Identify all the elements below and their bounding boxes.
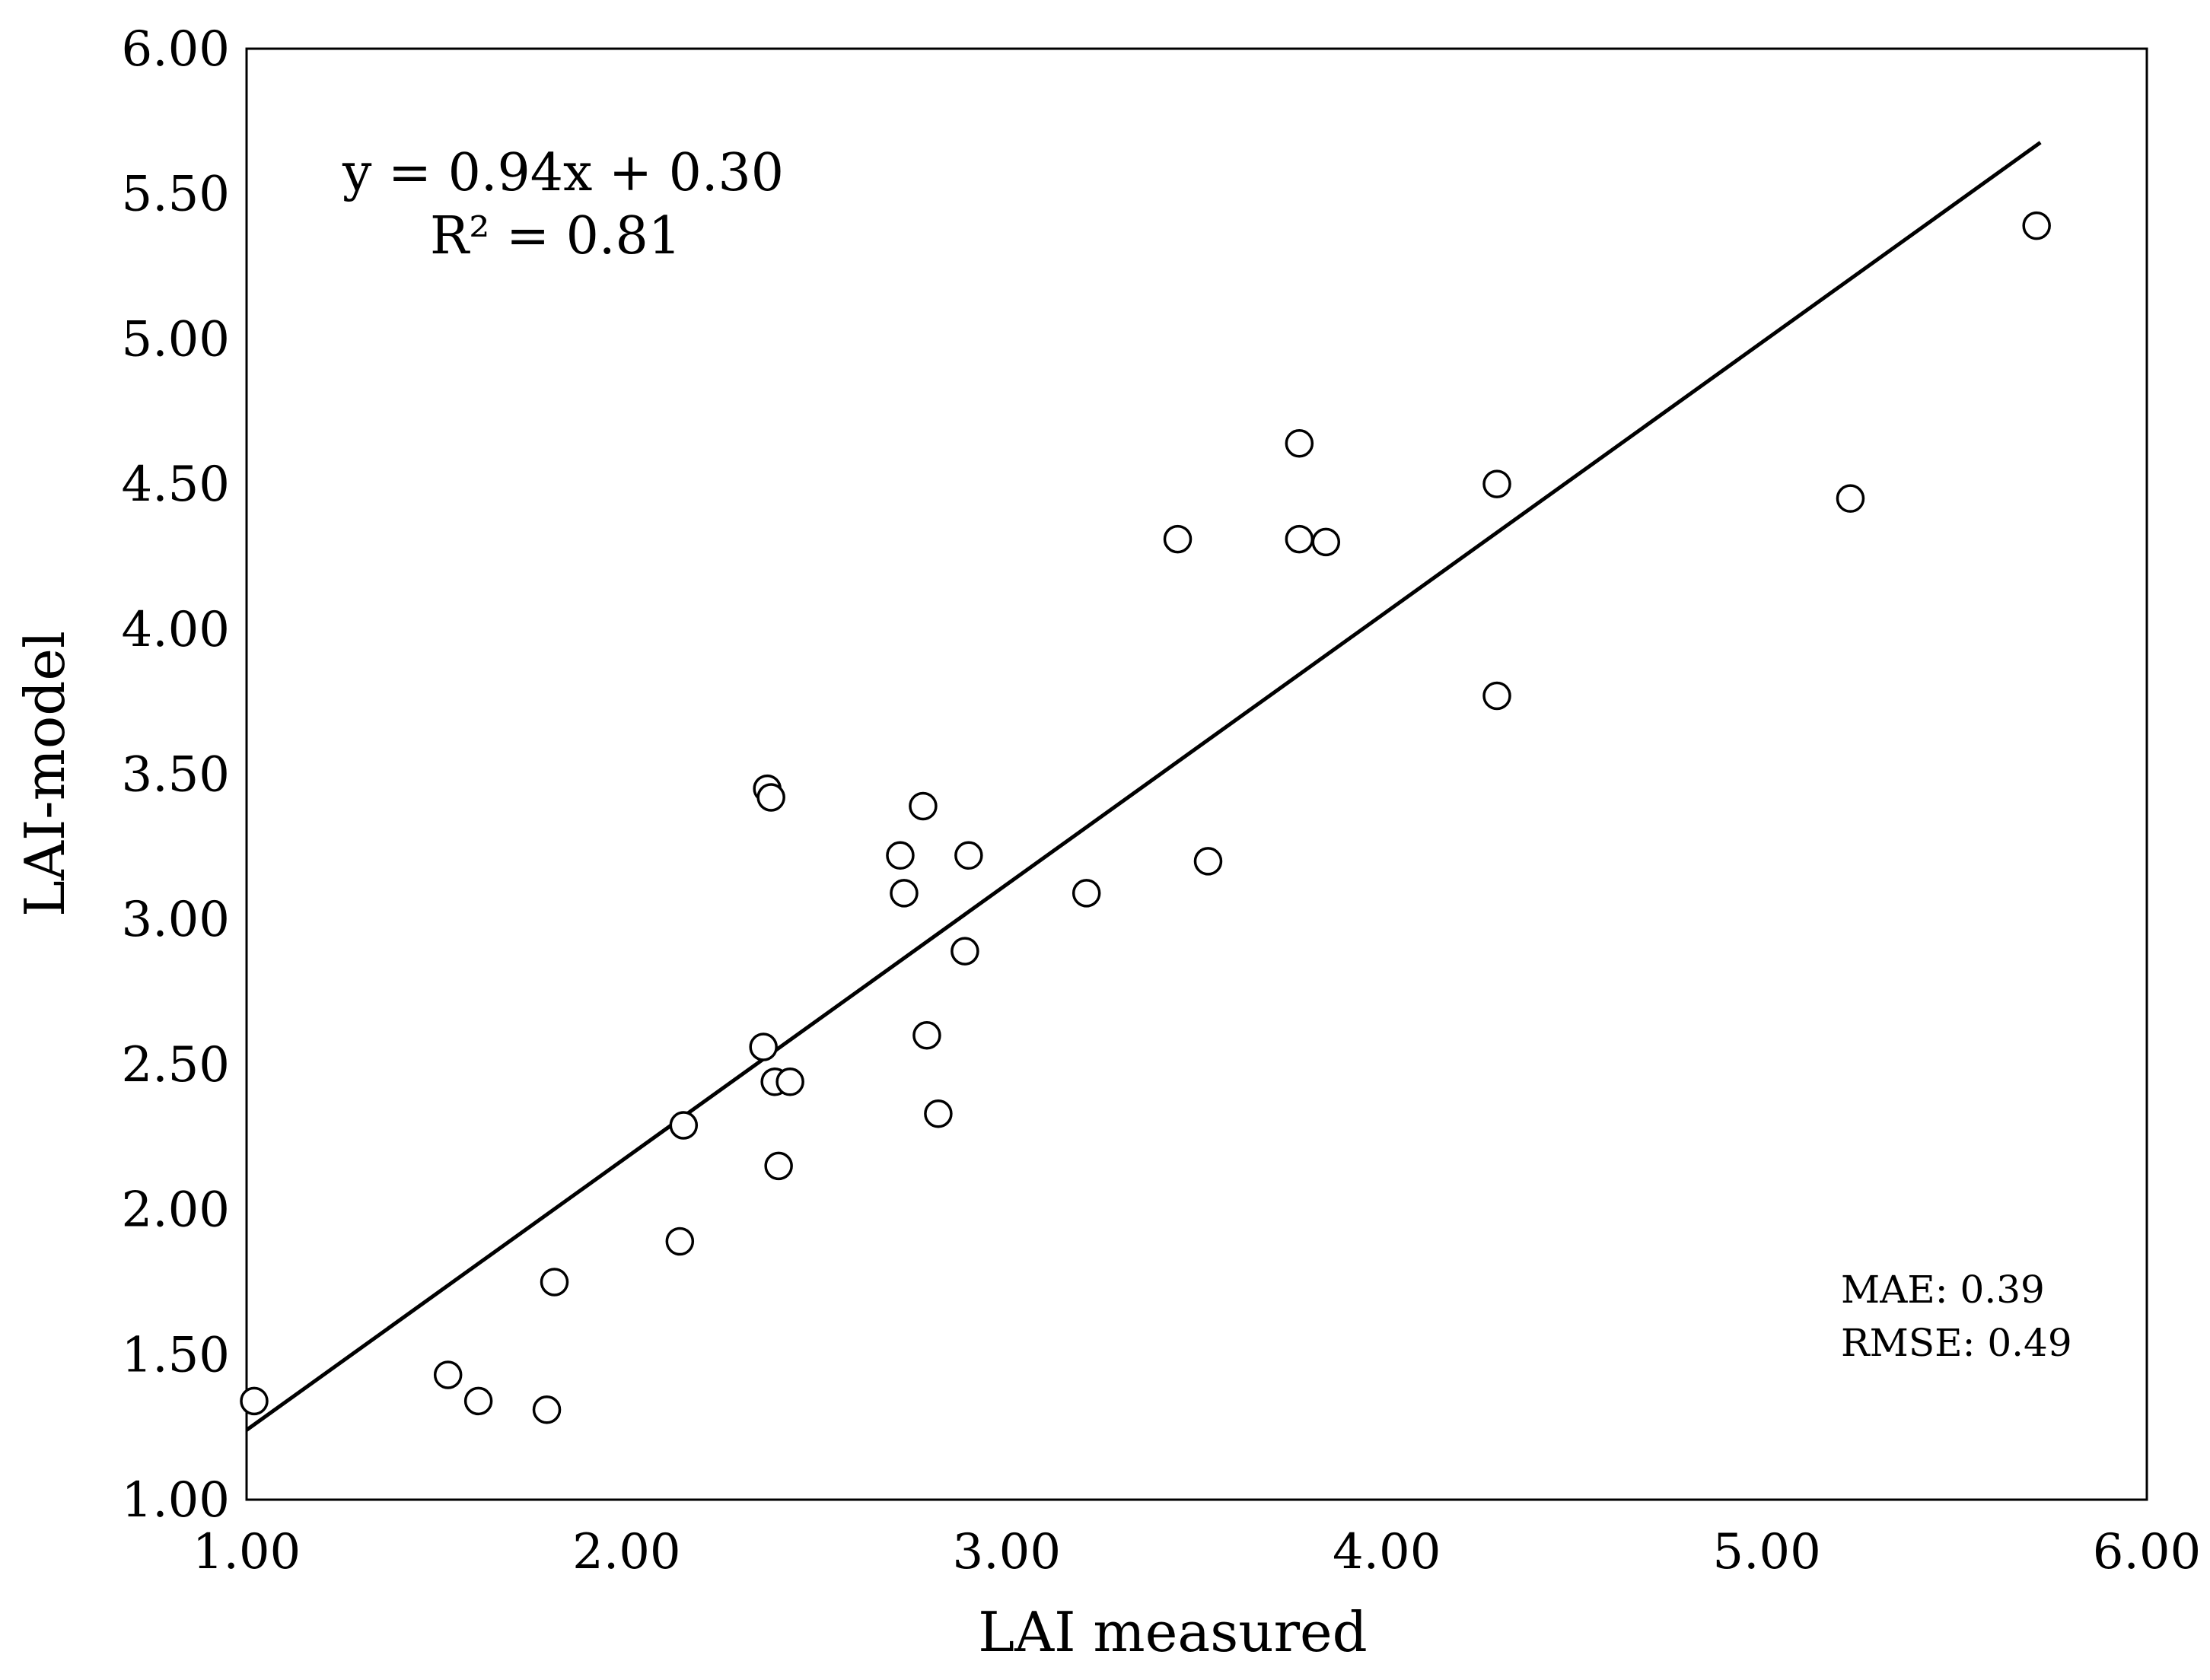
y-tick-label: 5.50 bbox=[122, 167, 231, 223]
data-point bbox=[1163, 524, 1193, 554]
rmse-label: RMSE: 0.49 bbox=[1841, 1321, 2072, 1365]
y-tick-label: 2.50 bbox=[122, 1037, 231, 1093]
data-point bbox=[240, 1386, 269, 1416]
y-tick-label: 6.00 bbox=[122, 21, 231, 78]
data-point bbox=[1836, 484, 1865, 513]
y-tick-label: 3.50 bbox=[122, 747, 231, 803]
data-point bbox=[1482, 469, 1511, 498]
data-point bbox=[433, 1360, 463, 1389]
y-tick-label: 4.00 bbox=[122, 602, 231, 658]
data-point bbox=[749, 1032, 778, 1061]
data-point bbox=[669, 1111, 699, 1140]
data-points bbox=[240, 211, 2051, 1424]
data-point bbox=[1072, 879, 1101, 908]
x-axis-title: LAI measured bbox=[978, 1600, 1367, 1664]
data-point bbox=[775, 1068, 804, 1096]
r-squared-label: R² = 0.81 bbox=[430, 206, 681, 266]
y-tick-label: 2.00 bbox=[122, 1182, 231, 1239]
data-point bbox=[1482, 681, 1511, 711]
data-point bbox=[1285, 524, 1314, 554]
trendline bbox=[245, 141, 2042, 1432]
data-point bbox=[1193, 847, 1223, 876]
data-point bbox=[665, 1227, 695, 1256]
data-point bbox=[2022, 211, 2051, 240]
data-point bbox=[886, 841, 915, 870]
x-tick-labels: 1.00 2.00 3.00 4.00 5.00 6.00 bbox=[193, 1524, 2202, 1580]
data-point bbox=[924, 1099, 953, 1128]
y-tick-label: 5.00 bbox=[122, 311, 231, 368]
x-tick-label: 5.00 bbox=[1712, 1524, 1821, 1580]
y-tick-label: 1.00 bbox=[122, 1472, 231, 1529]
x-tick-label: 6.00 bbox=[2093, 1524, 2202, 1580]
data-point bbox=[890, 879, 919, 908]
data-point bbox=[756, 783, 785, 812]
x-tick-label: 1.00 bbox=[193, 1524, 301, 1580]
data-point bbox=[951, 937, 979, 966]
mae-label: MAE: 0.39 bbox=[1841, 1268, 2045, 1312]
data-point bbox=[1311, 527, 1341, 557]
x-tick-label: 3.00 bbox=[953, 1524, 1062, 1580]
data-point bbox=[909, 791, 938, 821]
y-tick-label: 1.50 bbox=[122, 1327, 231, 1383]
data-point bbox=[954, 841, 983, 870]
data-point bbox=[540, 1268, 569, 1297]
y-tick-label: 4.50 bbox=[122, 457, 231, 513]
x-tick-label: 4.00 bbox=[1333, 1524, 1441, 1580]
x-tick-label: 2.00 bbox=[572, 1524, 681, 1580]
y-tick-label: 3.00 bbox=[122, 892, 231, 948]
plot-area-frame bbox=[245, 47, 2148, 1501]
data-point bbox=[764, 1151, 793, 1181]
data-point bbox=[532, 1395, 562, 1424]
data-point bbox=[1285, 428, 1314, 458]
data-point bbox=[912, 1021, 941, 1050]
y-tick-labels: 1.00 1.50 2.00 2.50 3.00 3.50 4.00 4.50 5.00 5.50… bbox=[122, 21, 231, 1529]
y-axis-title: LAI-model bbox=[13, 631, 77, 917]
data-point bbox=[463, 1386, 493, 1416]
trendline-equation: y = 0.94x + 0.30 bbox=[342, 143, 784, 203]
